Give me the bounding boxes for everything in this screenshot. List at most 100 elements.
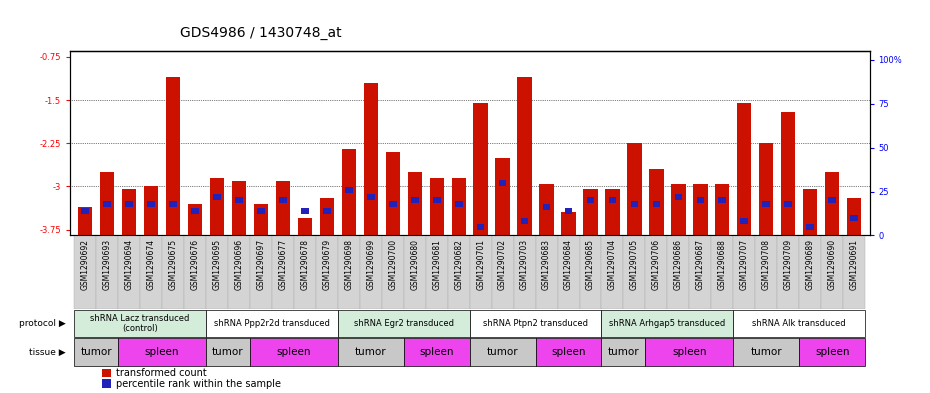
Bar xyxy=(602,310,734,337)
Bar xyxy=(404,338,470,366)
Text: tumor: tumor xyxy=(751,347,782,357)
Bar xyxy=(777,235,799,309)
Text: GSM1290674: GSM1290674 xyxy=(147,239,155,290)
Bar xyxy=(74,338,118,366)
Text: GSM1290707: GSM1290707 xyxy=(739,239,749,290)
Bar xyxy=(513,235,536,309)
Bar xyxy=(562,212,576,235)
Text: GSM1290700: GSM1290700 xyxy=(388,239,397,290)
Text: GSM1290694: GSM1290694 xyxy=(125,239,134,290)
Text: shRNA Arhgap5 transduced: shRNA Arhgap5 transduced xyxy=(609,319,725,328)
Bar xyxy=(799,338,865,366)
Bar xyxy=(386,152,400,235)
Bar xyxy=(583,189,598,235)
Bar xyxy=(250,338,338,366)
Bar xyxy=(279,197,286,204)
Bar xyxy=(169,201,177,207)
Bar xyxy=(631,201,638,207)
Bar xyxy=(341,149,356,235)
Text: tumor: tumor xyxy=(212,347,244,357)
Text: shRNA Lacz transduced
(control): shRNA Lacz transduced (control) xyxy=(90,314,190,333)
Bar xyxy=(737,103,751,235)
Text: GSM1290681: GSM1290681 xyxy=(432,239,441,290)
Text: GSM1290697: GSM1290697 xyxy=(257,239,265,290)
Bar xyxy=(653,201,660,207)
Bar xyxy=(623,235,645,309)
Text: GSM1290688: GSM1290688 xyxy=(718,239,727,290)
Bar xyxy=(74,310,206,337)
Bar xyxy=(166,77,180,235)
Text: GSM1290687: GSM1290687 xyxy=(696,239,705,290)
Text: GSM1290685: GSM1290685 xyxy=(586,239,595,290)
Text: transformed count: transformed count xyxy=(116,368,206,378)
Bar xyxy=(517,77,532,235)
Bar xyxy=(228,235,250,309)
Bar xyxy=(455,201,462,207)
Bar xyxy=(804,189,817,235)
Bar xyxy=(275,181,290,235)
Text: GSM1290704: GSM1290704 xyxy=(608,239,617,290)
Bar xyxy=(645,338,734,366)
Bar xyxy=(316,235,338,309)
Text: spleen: spleen xyxy=(551,347,586,357)
Bar xyxy=(126,201,133,207)
Bar xyxy=(821,235,844,309)
Bar xyxy=(298,218,312,235)
Bar xyxy=(294,235,316,309)
Bar xyxy=(674,194,683,200)
Bar xyxy=(74,235,96,309)
Bar xyxy=(645,235,668,309)
Bar xyxy=(360,235,381,309)
Bar xyxy=(711,235,734,309)
Text: shRNA Ppp2r2d transduced: shRNA Ppp2r2d transduced xyxy=(214,319,330,328)
Bar xyxy=(147,201,155,207)
Text: GSM1290691: GSM1290691 xyxy=(850,239,858,290)
Bar xyxy=(734,310,865,337)
Bar xyxy=(345,187,352,193)
Bar xyxy=(140,235,162,309)
Bar xyxy=(697,197,704,204)
Text: protocol ▶: protocol ▶ xyxy=(19,319,66,328)
Bar xyxy=(389,201,396,207)
Bar xyxy=(338,235,360,309)
Bar xyxy=(338,310,470,337)
Bar xyxy=(192,208,199,214)
Bar xyxy=(118,338,206,366)
Bar xyxy=(407,172,422,235)
Bar xyxy=(206,235,228,309)
Bar xyxy=(806,224,814,230)
Bar xyxy=(799,235,821,309)
Text: GSM1290701: GSM1290701 xyxy=(476,239,485,290)
Bar xyxy=(693,184,708,235)
Bar xyxy=(850,215,858,221)
Text: GSM1290683: GSM1290683 xyxy=(542,239,551,290)
Text: GSM1290677: GSM1290677 xyxy=(278,239,287,290)
Text: GSM1290675: GSM1290675 xyxy=(168,239,178,290)
Text: shRNA Egr2 transduced: shRNA Egr2 transduced xyxy=(353,319,454,328)
Text: GSM1290690: GSM1290690 xyxy=(828,239,837,290)
Bar xyxy=(470,310,602,337)
Bar xyxy=(250,235,272,309)
Text: tumor: tumor xyxy=(355,347,387,357)
Bar xyxy=(829,197,836,204)
Text: GSM1290692: GSM1290692 xyxy=(81,239,89,290)
Bar xyxy=(668,235,689,309)
Text: GDS4986 / 1430748_at: GDS4986 / 1430748_at xyxy=(179,26,341,40)
Bar xyxy=(755,235,777,309)
Bar xyxy=(539,184,553,235)
Bar xyxy=(558,235,579,309)
Bar xyxy=(844,235,865,309)
Bar xyxy=(162,235,184,309)
Bar xyxy=(257,208,265,214)
Bar xyxy=(411,197,418,204)
Bar xyxy=(81,208,89,214)
Bar xyxy=(781,112,795,235)
Text: GSM1290696: GSM1290696 xyxy=(234,239,244,290)
Bar xyxy=(492,235,513,309)
Bar xyxy=(232,181,246,235)
Text: GSM1290680: GSM1290680 xyxy=(410,239,419,290)
Bar xyxy=(734,235,755,309)
Bar xyxy=(96,235,118,309)
Bar xyxy=(100,172,114,235)
Bar xyxy=(364,83,378,235)
